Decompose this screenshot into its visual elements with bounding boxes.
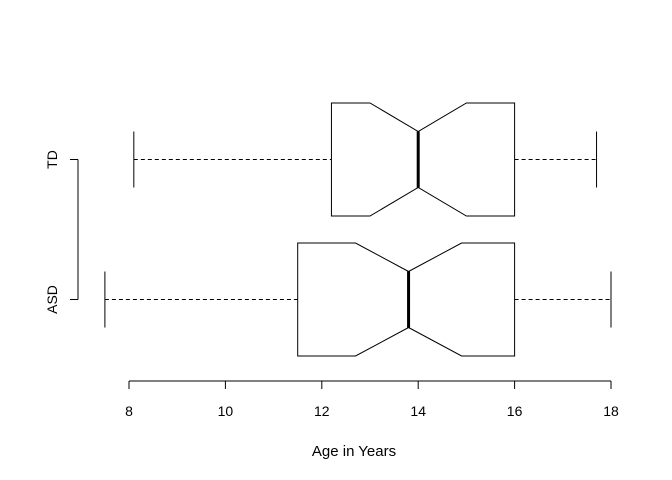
x-axis-title: Age in Years <box>312 443 396 460</box>
x-tick-label: 16 <box>507 403 523 419</box>
boxes-layer <box>104 102 612 357</box>
y-tick-label-asd: ASD <box>44 285 60 314</box>
x-tick-label: 18 <box>603 403 619 419</box>
x-tick-label: 10 <box>218 403 234 419</box>
box-body-td <box>330 102 516 217</box>
x-tick-label: 12 <box>314 403 330 419</box>
box-body-asd <box>297 242 516 357</box>
y-tick-label-td: TD <box>44 150 60 169</box>
box-td <box>133 102 598 217</box>
x-axis: 8 10 12 14 16 18 <box>125 380 619 419</box>
x-tick-label: 14 <box>410 403 426 419</box>
x-tick-label: 8 <box>125 403 133 419</box>
y-axis: ASD TD <box>44 150 79 314</box>
box-asd <box>104 242 612 357</box>
